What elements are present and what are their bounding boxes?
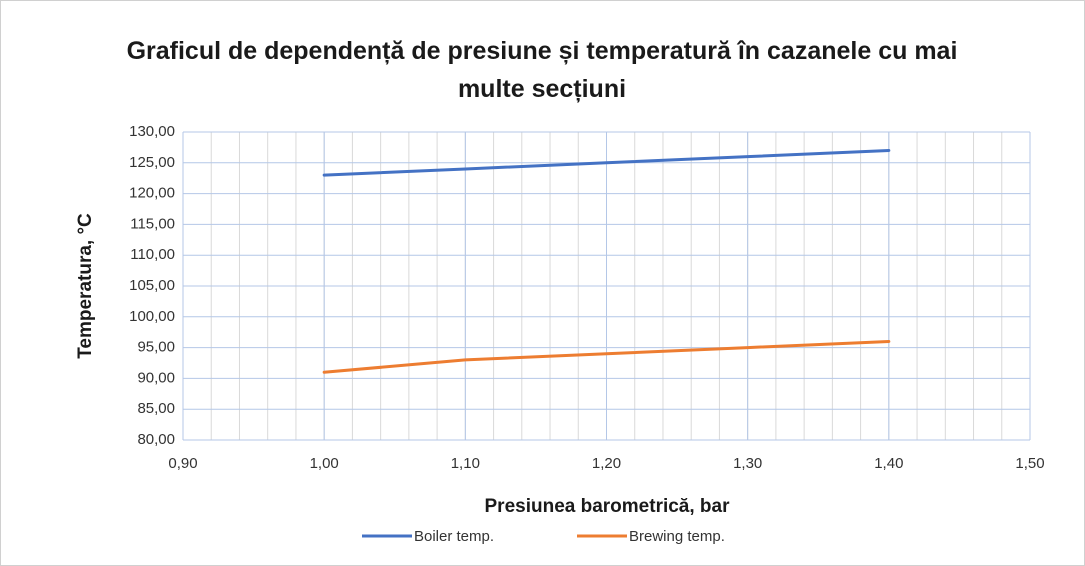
x-tick-label: 0,90 <box>168 455 197 472</box>
x-tick-label: 1,00 <box>310 455 339 472</box>
y-tick-label: 110,00 <box>130 246 175 263</box>
x-tick-label: 1,10 <box>451 455 480 472</box>
x-tick-label: 1,20 <box>592 455 621 472</box>
y-tick-label: 95,00 <box>137 339 175 356</box>
y-tick-label: 80,00 <box>137 431 175 448</box>
x-tick-label: 1,40 <box>874 455 903 472</box>
y-tick-label: 105,00 <box>129 277 175 294</box>
y-tick-label: 100,00 <box>129 308 175 325</box>
y-axis-title: Temperatura, °C <box>75 213 96 359</box>
x-tick-label: 1,50 <box>1015 455 1044 472</box>
y-tick-label: 125,00 <box>129 154 175 171</box>
data-line <box>322 148 891 177</box>
y-tick-label: 120,00 <box>129 185 175 202</box>
y-tick-label: 85,00 <box>137 400 175 417</box>
y-tick-label: 115,00 <box>130 215 175 232</box>
x-tick-label: 1,30 <box>733 455 762 472</box>
x-axis-title: Presiunea barometrică, bar <box>485 496 731 517</box>
y-tick-label: 90,00 <box>137 369 175 386</box>
legend-label: Boiler temp. <box>414 528 494 545</box>
chart-title: Graficul de dependență de presiune și te… <box>126 37 958 103</box>
legend-label: Brewing temp. <box>629 528 725 545</box>
data-line <box>322 339 891 374</box>
y-tick-label: 130,00 <box>129 123 175 140</box>
